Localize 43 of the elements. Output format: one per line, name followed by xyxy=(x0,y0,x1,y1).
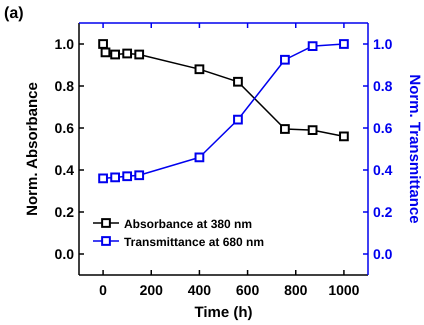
point xyxy=(98,174,108,184)
point xyxy=(233,114,243,124)
point xyxy=(280,124,290,134)
chart-title: (a) xyxy=(4,5,24,22)
x-tick-label: 400 xyxy=(188,282,212,298)
point xyxy=(308,41,318,51)
x-tick-label: 200 xyxy=(140,282,164,298)
x-axis-title: Time (h) xyxy=(194,304,253,321)
point xyxy=(280,54,290,65)
y2-tick-label: 1.0 xyxy=(373,36,393,52)
legend-label: Transmittance at 680 nm xyxy=(124,235,264,249)
point xyxy=(122,48,132,58)
point xyxy=(339,39,349,49)
point xyxy=(110,50,120,60)
point xyxy=(122,171,132,182)
point xyxy=(110,172,120,182)
point xyxy=(339,132,349,142)
legend-label: Absorbance at 380 nm xyxy=(124,217,252,231)
y2-tick-label: 0.2 xyxy=(373,204,393,220)
y-tick-label: 1.0 xyxy=(54,36,74,52)
x-tick-label: 600 xyxy=(236,282,260,298)
point xyxy=(233,76,243,87)
y-tick-label: 0.2 xyxy=(54,204,74,220)
y2-tick-label: 0.8 xyxy=(373,78,393,94)
x-tick-label: 0 xyxy=(99,282,108,298)
y2-axis-title: Norm. Transmittance xyxy=(406,74,423,224)
y-tick-label: 0.6 xyxy=(54,120,74,136)
point xyxy=(308,125,318,135)
point xyxy=(134,170,144,180)
y2-tick-label: 0.6 xyxy=(373,120,393,136)
y-tick-label: 0.0 xyxy=(54,246,74,262)
point xyxy=(194,152,204,162)
y2-tick-label: 0.4 xyxy=(373,162,393,178)
point xyxy=(194,64,204,74)
y-tick-label: 0.8 xyxy=(54,78,74,94)
y2-tick-label: 0.0 xyxy=(373,246,393,262)
x-tick-label: 800 xyxy=(284,282,308,298)
y-axis-title: Norm. Absorbance xyxy=(24,82,41,216)
x-tick-label: 1000 xyxy=(328,282,360,298)
y-tick-label: 0.4 xyxy=(54,162,74,178)
point xyxy=(100,48,110,58)
point xyxy=(98,39,108,49)
point xyxy=(134,50,144,60)
